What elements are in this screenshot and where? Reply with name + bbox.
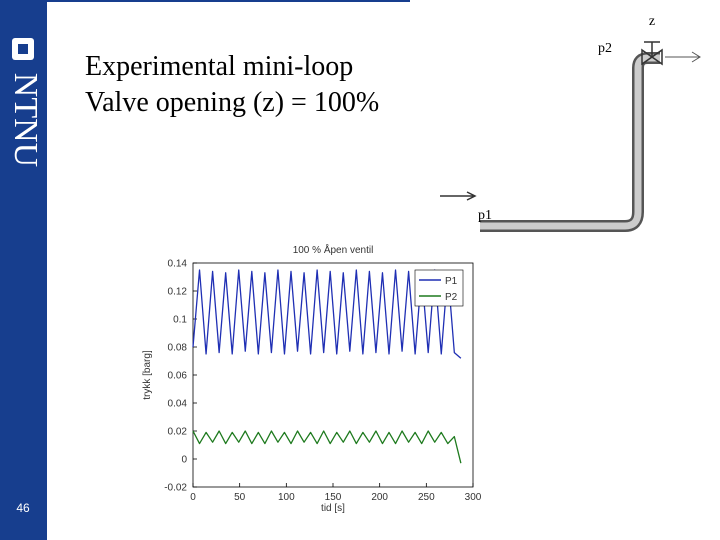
- x-tick-label: 50: [234, 492, 246, 503]
- x-tick-label: 0: [190, 492, 196, 503]
- page-number: 46: [16, 501, 30, 515]
- y-tick-label: 0.06: [168, 371, 188, 382]
- inlet-arrow: [440, 191, 477, 201]
- y-tick-label: 0: [181, 455, 187, 466]
- legend-label: P2: [445, 292, 458, 303]
- x-axis-label: tid [s]: [321, 503, 345, 514]
- y-tick-label: 0.02: [168, 427, 188, 438]
- line-series: [192, 269, 462, 359]
- logo-text: NTNU: [7, 73, 44, 167]
- y-tick-label: -0.02: [164, 483, 187, 494]
- pressure-label: p1: [478, 208, 492, 223]
- x-tick-label: 150: [325, 492, 342, 503]
- legend-label: P1: [445, 276, 458, 287]
- x-tick-label: 200: [371, 492, 388, 503]
- y-tick-label: 0.14: [168, 259, 188, 270]
- y-axis-label: trykk [barg]: [142, 350, 153, 400]
- pressure-label: p2: [598, 41, 612, 56]
- valve-label: z: [649, 14, 655, 29]
- logo-mark-inner: [18, 44, 28, 54]
- side-bar: [0, 0, 47, 540]
- x-tick-label: 250: [418, 492, 435, 503]
- x-tick-label: 300: [465, 492, 482, 503]
- valve: [641, 48, 663, 66]
- y-tick-label: 0.08: [168, 343, 188, 354]
- x-tick-label: 100: [278, 492, 295, 503]
- title-line: Experimental mini-loop: [85, 51, 353, 82]
- y-tick-label: 0.04: [168, 399, 188, 410]
- pipe-highlight: [480, 54, 660, 230]
- y-tick-label: 0.1: [173, 315, 187, 326]
- line-series: [192, 430, 462, 464]
- legend-box: [414, 269, 464, 307]
- y-tick-label: 0.12: [168, 287, 188, 298]
- flow-arrow: [665, 51, 701, 63]
- chart-title: 100 % Åpen ventil: [293, 243, 374, 256]
- title-line: Valve opening (z) = 100%: [85, 87, 379, 118]
